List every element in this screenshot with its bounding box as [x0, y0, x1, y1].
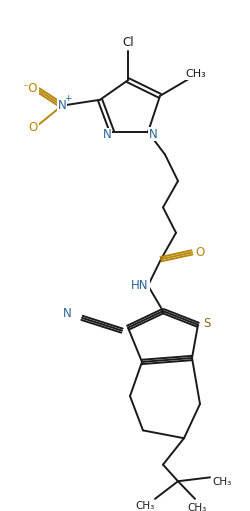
Text: CH₃: CH₃ [188, 503, 206, 511]
Text: N: N [58, 99, 66, 112]
Text: CH₃: CH₃ [186, 69, 206, 79]
Text: S: S [203, 317, 211, 330]
Text: CH₃: CH₃ [136, 501, 154, 510]
Text: Cl: Cl [122, 36, 134, 49]
Text: N: N [103, 128, 112, 142]
Text: N: N [62, 308, 72, 320]
Text: N: N [148, 128, 158, 141]
Text: CH₃: CH₃ [212, 477, 232, 487]
Text: O: O [28, 121, 38, 134]
Text: +: + [64, 95, 72, 103]
Text: HN: HN [131, 279, 149, 292]
Text: O: O [196, 246, 204, 259]
Text: ⁻O: ⁻O [22, 82, 38, 95]
